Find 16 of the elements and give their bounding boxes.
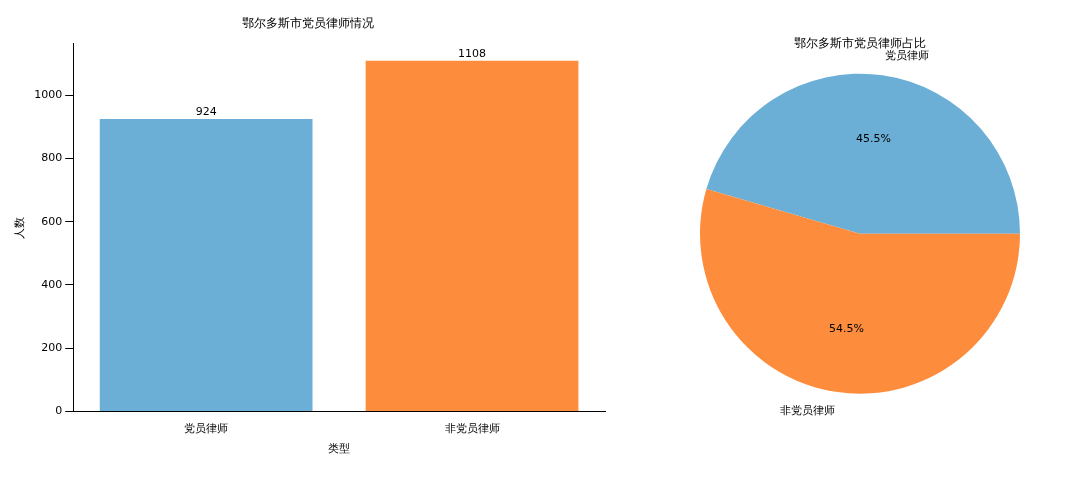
y-axis-title: 人数: [13, 216, 27, 239]
y-tick-label: 800: [41, 151, 63, 165]
data-label: 54.5%: [829, 321, 864, 335]
y-tick-label: 200: [41, 341, 63, 355]
data-label: 1108: [458, 47, 487, 61]
y-tick-label: 0: [55, 404, 63, 418]
x-axis-title: 类型: [328, 442, 351, 456]
slice-label: 非党员律师: [779, 403, 835, 417]
data-label: 924: [195, 105, 217, 119]
y-tick-label: 1000: [34, 87, 63, 101]
y-tick-label: 600: [41, 214, 63, 228]
y-tick-label: 400: [41, 277, 63, 291]
data-label: 45.5%: [856, 131, 891, 145]
chart-title: 鄂尔多斯市党员律师占比: [794, 36, 926, 51]
chart-title: 鄂尔多斯市党员律师情况: [241, 16, 374, 31]
slice-label: 党员律师: [885, 49, 930, 63]
